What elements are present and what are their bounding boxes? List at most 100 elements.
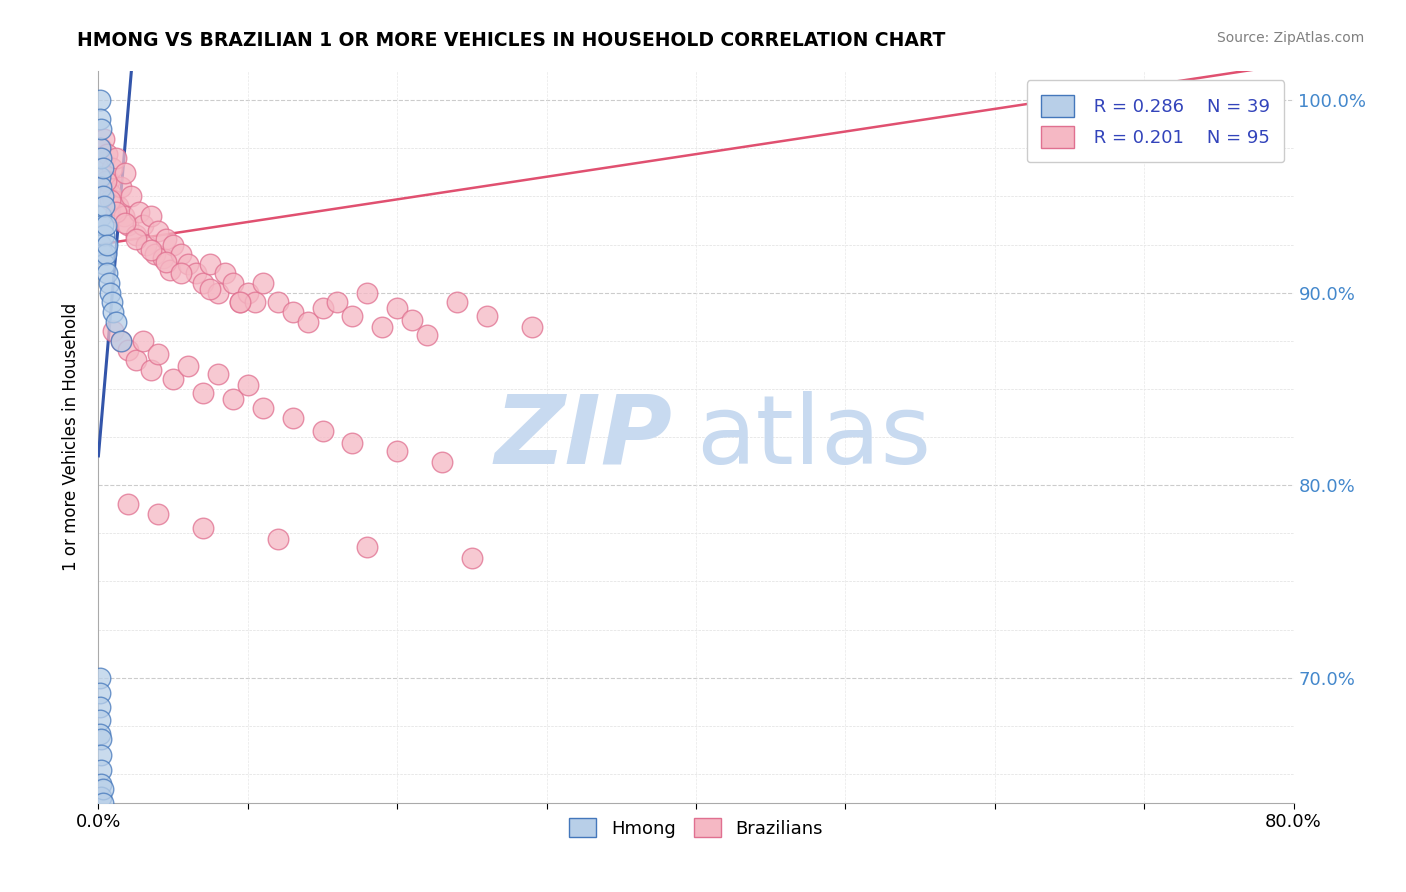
Point — [222, 276, 245, 290]
Point — [105, 151, 128, 165]
Point — [356, 540, 378, 554]
Y-axis label: 1 or more Vehicles in Household: 1 or more Vehicles in Household — [62, 303, 80, 571]
Text: atlas: atlas — [696, 391, 931, 483]
Point — [98, 194, 122, 208]
Point — [236, 285, 259, 300]
Point — [162, 237, 184, 252]
Point — [91, 782, 114, 797]
Point — [114, 216, 136, 230]
Point — [94, 170, 117, 185]
Point — [93, 199, 115, 213]
Point — [91, 154, 114, 169]
Point — [110, 334, 132, 348]
Point — [107, 199, 129, 213]
Point — [90, 747, 112, 762]
Point — [169, 247, 191, 261]
Point — [114, 166, 136, 180]
Point — [143, 247, 166, 261]
Point — [229, 295, 252, 310]
Point — [148, 347, 170, 361]
Point — [112, 209, 135, 223]
Point — [267, 532, 290, 546]
Point — [385, 301, 409, 315]
Point — [342, 435, 364, 450]
Point — [93, 132, 115, 146]
Point — [103, 305, 125, 319]
Point — [430, 455, 453, 469]
Point — [96, 147, 118, 161]
Point — [103, 324, 125, 338]
Point — [90, 763, 112, 777]
Point — [311, 425, 333, 439]
Point — [222, 392, 245, 406]
Point — [91, 247, 114, 261]
Point — [416, 328, 439, 343]
Point — [191, 520, 214, 534]
Point — [177, 359, 200, 373]
Point — [207, 367, 229, 381]
Point — [90, 776, 112, 790]
Point — [110, 179, 132, 194]
Point — [96, 237, 118, 252]
Point — [91, 189, 114, 203]
Point — [90, 237, 112, 252]
Point — [236, 378, 259, 392]
Point — [94, 247, 117, 261]
Point — [89, 93, 111, 107]
Point — [475, 309, 498, 323]
Text: ZIP: ZIP — [494, 391, 672, 483]
Point — [214, 267, 236, 281]
Point — [91, 219, 114, 233]
Point — [90, 141, 112, 155]
Point — [103, 194, 125, 208]
Point — [155, 255, 177, 269]
Point — [89, 141, 111, 155]
Point — [98, 186, 122, 200]
Point — [89, 112, 111, 127]
Point — [90, 732, 112, 747]
Point — [385, 443, 409, 458]
Point — [191, 385, 214, 400]
Point — [135, 237, 157, 252]
Point — [89, 726, 111, 740]
Point — [93, 227, 115, 242]
Point — [148, 507, 170, 521]
Point — [132, 334, 155, 348]
Point — [94, 219, 117, 233]
Point — [91, 161, 114, 175]
Point — [1163, 97, 1185, 112]
Point — [125, 232, 148, 246]
Point — [229, 295, 252, 310]
Text: Source: ZipAtlas.com: Source: ZipAtlas.com — [1216, 31, 1364, 45]
Point — [155, 232, 177, 246]
Point — [128, 205, 150, 219]
Point — [96, 267, 118, 281]
Point — [89, 713, 111, 727]
Point — [148, 224, 170, 238]
Point — [89, 699, 111, 714]
Point — [191, 276, 214, 290]
Point — [97, 276, 120, 290]
Point — [97, 174, 120, 188]
Point — [90, 179, 112, 194]
Point — [520, 320, 543, 334]
Point — [267, 295, 290, 310]
Point — [125, 353, 148, 368]
Point — [93, 257, 115, 271]
Point — [117, 343, 139, 358]
Point — [91, 796, 114, 810]
Point — [139, 209, 162, 223]
Point — [132, 219, 155, 233]
Point — [281, 410, 304, 425]
Point — [281, 305, 304, 319]
Point — [110, 334, 132, 348]
Point — [169, 267, 191, 281]
Point — [200, 282, 222, 296]
Point — [371, 320, 394, 334]
Point — [125, 227, 148, 242]
Point — [90, 209, 112, 223]
Point — [326, 295, 349, 310]
Point — [101, 295, 124, 310]
Text: HMONG VS BRAZILIAN 1 OR MORE VEHICLES IN HOUSEHOLD CORRELATION CHART: HMONG VS BRAZILIAN 1 OR MORE VEHICLES IN… — [77, 31, 946, 50]
Point — [139, 244, 162, 258]
